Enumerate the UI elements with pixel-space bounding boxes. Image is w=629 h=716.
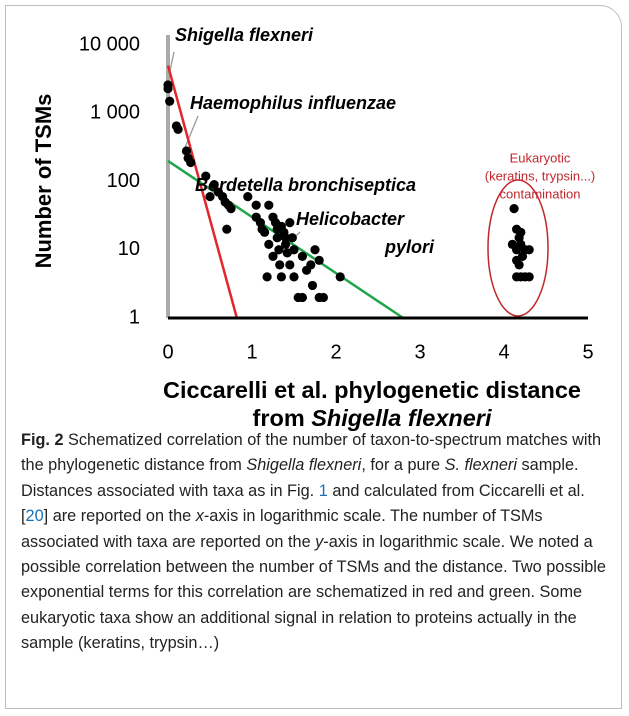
x-tick-label: 5 (582, 341, 593, 363)
contamination-ellipse (487, 179, 549, 317)
x-axis-label-part: from (253, 405, 312, 431)
annotation: Haemophilus influenzae (190, 93, 396, 113)
point (335, 272, 345, 282)
point (276, 272, 286, 282)
annotation: Eukaryotic (510, 150, 571, 165)
trend-line (166, 65, 239, 319)
y-tick-label: 1 (129, 306, 140, 328)
point (285, 260, 295, 270)
annotation: contamination (500, 186, 581, 201)
point (268, 251, 278, 261)
point (289, 272, 299, 282)
point (243, 192, 253, 202)
x-axis-label: Ciccarelli et al. phylogenetic distance (163, 377, 581, 403)
point (281, 239, 291, 249)
caption-italic: Shigella flexneri (246, 456, 362, 475)
x-tick-label: 1 (246, 341, 257, 363)
point (262, 272, 272, 282)
point (165, 96, 175, 106)
caption-text: ] are reported on the (43, 507, 196, 526)
point (314, 255, 324, 265)
point (287, 233, 297, 243)
point (524, 245, 534, 255)
point (297, 251, 307, 261)
annotation: (keratins, trypsin...) (485, 168, 596, 183)
y-tick-label: 10 (118, 238, 140, 260)
caption-text: Schematized correlation of the number of… (21, 431, 602, 475)
point (272, 233, 282, 243)
point (186, 157, 196, 168)
point (274, 245, 284, 255)
point (205, 192, 215, 202)
point (181, 146, 192, 156)
caption-text: -axis in logarithmic scale. The number o… (21, 507, 543, 551)
x-tick-label: 0 (162, 341, 173, 363)
x-tick-label: 3 (414, 341, 425, 363)
point (524, 272, 534, 282)
point (260, 227, 270, 237)
x-tick-label: 2 (330, 341, 341, 363)
y-tick-label: 1 000 (90, 102, 140, 124)
x-axis-label: from Shigella flexneri (253, 405, 492, 431)
caption-text: and calculated from Ciccarelli et al. [ (21, 481, 585, 526)
annotation: pylori (384, 237, 435, 257)
point (275, 260, 285, 270)
point (222, 224, 232, 234)
caption-label: Fig. 2 (21, 431, 64, 449)
point (306, 260, 316, 270)
arrow (183, 115, 199, 151)
point (226, 204, 236, 214)
annotation: Shigella flexneri (175, 25, 314, 45)
point (509, 204, 519, 214)
point (264, 200, 274, 210)
point (264, 239, 274, 249)
caption-italic: S. flexneri (444, 456, 517, 475)
y-axis-label: Number of TSMs (31, 94, 56, 269)
caption-link[interactable]: 1 (318, 481, 328, 500)
point (318, 292, 328, 303)
point (310, 245, 320, 255)
point (209, 180, 219, 190)
caption: Fig. 2 Schematized correlation of the nu… (21, 428, 611, 657)
point (285, 217, 295, 228)
point (297, 292, 307, 303)
point (289, 245, 299, 255)
point (201, 171, 211, 181)
x-axis-label-part: Shigella flexneri (311, 405, 492, 431)
point (251, 200, 261, 210)
caption-link[interactable]: 20 (25, 507, 44, 526)
point (307, 280, 318, 291)
point (281, 233, 291, 243)
caption-text: , for a pure (361, 456, 445, 475)
y-tick-label: 10 000 (79, 33, 140, 55)
caption-italic: y (315, 532, 324, 551)
point (514, 260, 524, 270)
point (173, 124, 183, 134)
caption-text: sample. Distances associated with taxa a… (21, 456, 579, 500)
annotation: Helicobacter (296, 209, 405, 229)
point (516, 227, 526, 237)
figure-frame (5, 5, 622, 709)
caption-italic: x (195, 507, 204, 526)
annotation: Bordetella bronchiseptica (195, 175, 416, 195)
point (163, 83, 173, 94)
x-tick-label: 4 (498, 341, 509, 363)
y-tick-label: 100 (107, 170, 140, 192)
caption-text: -axis in logarithmic scale. We noted a p… (21, 532, 606, 653)
